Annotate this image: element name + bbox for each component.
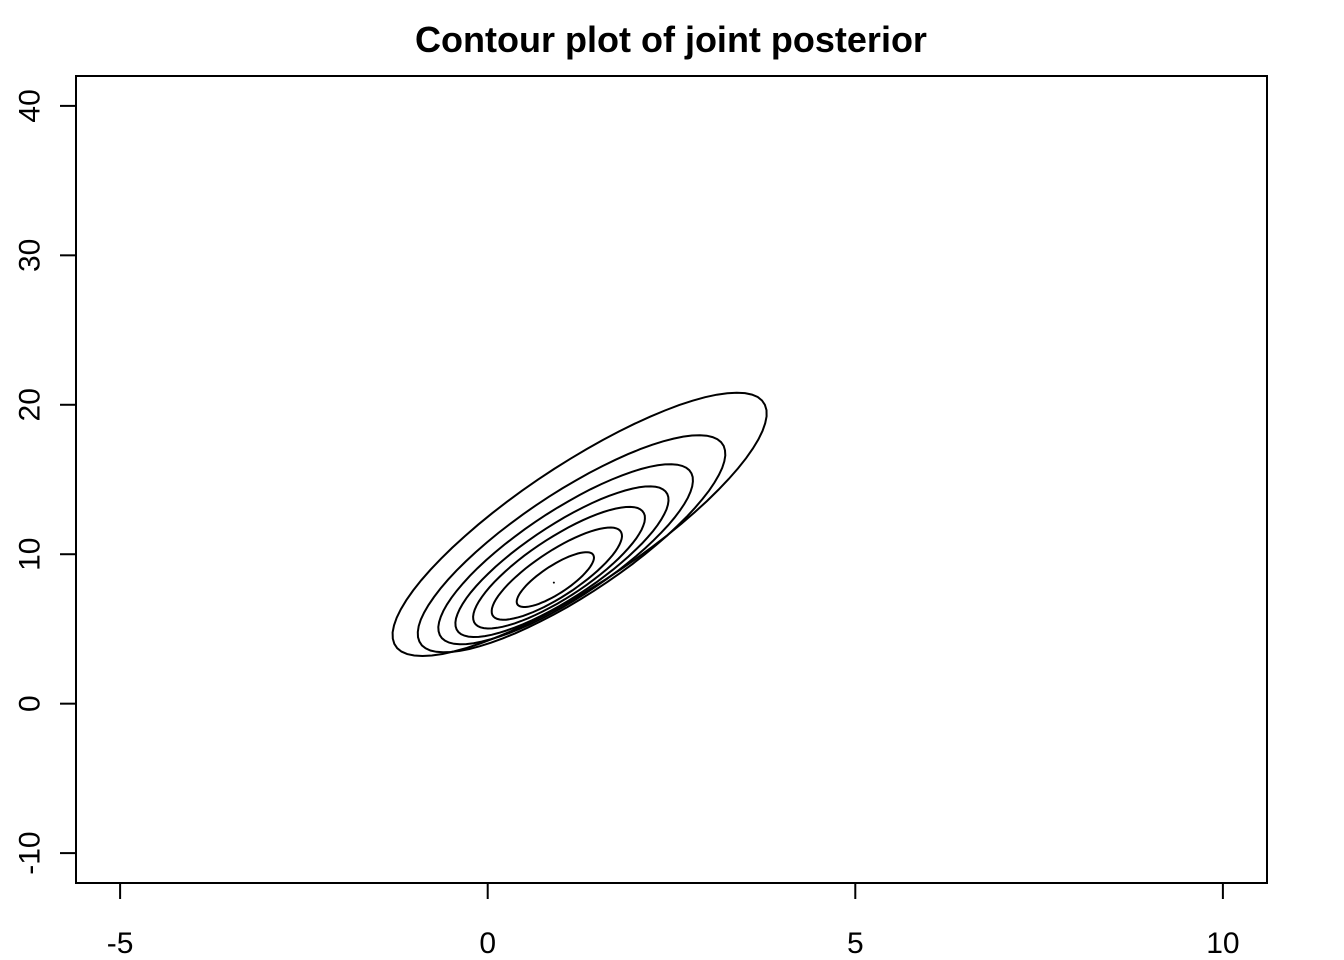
x-tick-label: -5 [107,927,134,960]
contour-line [391,391,768,658]
y-tick-label: 0 [14,695,47,712]
plot-frame [75,75,1268,884]
contour-line [515,551,596,608]
mode-point [552,581,555,584]
contour-line [437,463,694,646]
contour-lines [391,391,768,658]
y-tick-label: -10 [14,831,47,874]
chart-title: Contour plot of joint posterior [415,19,927,60]
contour-line [416,434,727,654]
y-axis: -10 0 10 20 30 40 [14,89,77,875]
contour-line [472,505,646,630]
x-axis: -5 0 5 10 [107,882,1240,960]
contour-line [454,485,670,639]
y-tick-label: 30 [14,239,47,272]
y-tick-label: 20 [14,388,47,421]
y-tick-label: 40 [14,89,47,122]
contour-line [490,526,624,621]
y-tick-label: 10 [14,538,47,571]
x-tick-label: 5 [847,927,864,960]
x-tick-label: 10 [1206,927,1239,960]
x-tick-label: 0 [479,927,496,960]
